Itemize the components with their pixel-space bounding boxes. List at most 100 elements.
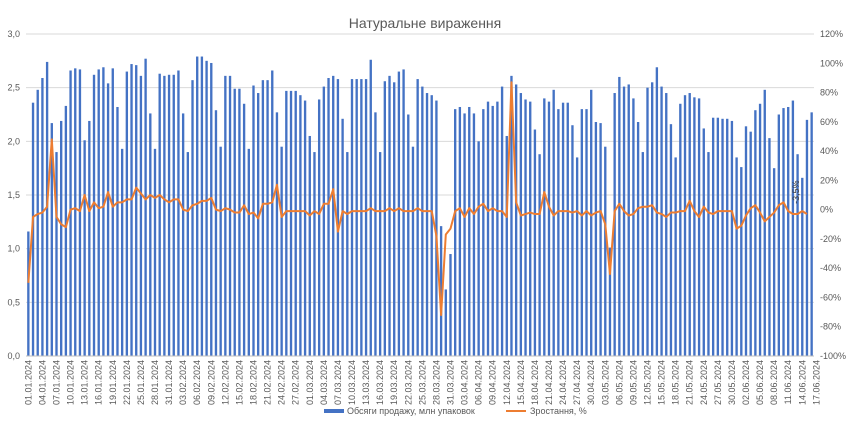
bar bbox=[529, 101, 532, 357]
x-tick-label: 16.01.2024 bbox=[94, 360, 104, 405]
bar bbox=[116, 106, 119, 357]
bar bbox=[796, 154, 799, 356]
left-tick-label: 1,0 bbox=[7, 244, 20, 254]
x-tick-label: 15.02.2024 bbox=[234, 360, 244, 405]
bar bbox=[294, 90, 297, 356]
bar bbox=[716, 117, 720, 356]
bar bbox=[571, 125, 574, 356]
bar bbox=[594, 122, 598, 356]
bar bbox=[707, 152, 710, 356]
bar bbox=[350, 79, 354, 356]
gridlines bbox=[26, 33, 814, 357]
left-tick-label: 2,5 bbox=[7, 83, 20, 93]
right-tick-label: 60% bbox=[820, 117, 838, 127]
bar bbox=[524, 99, 527, 356]
bar bbox=[651, 82, 654, 357]
x-tick-label: 13.01.2024 bbox=[80, 360, 90, 405]
bar bbox=[693, 97, 696, 356]
bar bbox=[477, 141, 480, 356]
bar bbox=[158, 73, 161, 357]
bar bbox=[261, 80, 265, 357]
bar bbox=[97, 69, 100, 357]
bar bbox=[646, 87, 649, 357]
bar bbox=[514, 84, 518, 356]
bar bbox=[163, 75, 166, 357]
right-tick-label: -20% bbox=[820, 234, 841, 244]
growth-annotation: -3,5% bbox=[791, 180, 801, 204]
bar bbox=[768, 138, 771, 356]
x-tick-label: 27.02.2024 bbox=[291, 360, 301, 405]
bar bbox=[60, 120, 63, 356]
x-tick-label: 15.05.2024 bbox=[657, 360, 667, 405]
bar bbox=[205, 60, 208, 356]
bar bbox=[533, 129, 537, 356]
legend-bar-label: Обсяги продажу, млн упаковок bbox=[347, 406, 475, 416]
right-tick-label: 80% bbox=[820, 88, 838, 98]
bar bbox=[332, 75, 335, 357]
bar bbox=[78, 69, 82, 357]
x-tick-label: 05.06.2024 bbox=[755, 360, 765, 405]
bar bbox=[341, 118, 344, 356]
bar bbox=[64, 105, 68, 356]
bar bbox=[791, 100, 795, 356]
x-tick-label: 24.04.2024 bbox=[558, 360, 568, 405]
bar bbox=[754, 110, 757, 357]
x-tick-label: 04.01.2024 bbox=[37, 360, 47, 405]
bar bbox=[27, 231, 30, 356]
bar bbox=[810, 112, 813, 356]
bar bbox=[416, 79, 419, 356]
bar bbox=[111, 68, 114, 356]
bar bbox=[618, 76, 621, 357]
growth-line bbox=[27, 81, 808, 317]
bar bbox=[552, 89, 555, 356]
bar bbox=[102, 67, 105, 357]
left-tick-label: 1,5 bbox=[7, 190, 20, 200]
bar bbox=[519, 93, 523, 356]
bar bbox=[674, 157, 677, 356]
bar bbox=[777, 114, 780, 356]
bar bbox=[322, 86, 326, 356]
bar bbox=[458, 106, 462, 357]
bar bbox=[186, 152, 189, 356]
bar bbox=[299, 95, 302, 357]
bar bbox=[561, 102, 565, 356]
bar bbox=[665, 93, 668, 356]
x-tick-label: 25.01.2024 bbox=[136, 360, 146, 405]
bar bbox=[482, 109, 485, 356]
bar bbox=[421, 86, 424, 356]
bar bbox=[144, 58, 147, 356]
bar bbox=[224, 75, 227, 357]
bar bbox=[463, 113, 466, 357]
bar bbox=[557, 109, 560, 356]
bar bbox=[486, 101, 490, 357]
bar bbox=[172, 74, 175, 356]
bar bbox=[36, 89, 39, 356]
bar bbox=[135, 65, 138, 356]
bar bbox=[45, 61, 49, 356]
bar bbox=[772, 168, 776, 356]
x-tick-label: 15.04.2024 bbox=[516, 360, 526, 405]
bar bbox=[575, 157, 579, 356]
x-tick-label: 02.06.2024 bbox=[741, 360, 751, 405]
bar bbox=[622, 86, 626, 356]
x-tick-label: 12.04.2024 bbox=[502, 360, 512, 405]
bar bbox=[688, 93, 691, 356]
bar bbox=[191, 80, 194, 357]
bar bbox=[271, 70, 274, 357]
left-axis: 0,0 0,5 1,0 1,5 2,0 2,5 3,0 bbox=[7, 29, 20, 361]
bar bbox=[181, 113, 185, 357]
bar bbox=[435, 100, 438, 356]
bar bbox=[604, 146, 607, 356]
bar bbox=[711, 117, 715, 356]
bar bbox=[496, 101, 499, 357]
bar bbox=[149, 113, 152, 357]
x-tick-label: 19.01.2024 bbox=[108, 360, 118, 405]
right-tick-label: -60% bbox=[820, 292, 841, 302]
x-tick-label: 03.04.2024 bbox=[460, 360, 470, 405]
bar bbox=[125, 71, 129, 356]
x-tick-label: 03.05.2024 bbox=[600, 360, 610, 405]
bar bbox=[383, 81, 386, 356]
x-tick-label: 16.03.2024 bbox=[375, 360, 385, 405]
bar bbox=[167, 74, 171, 356]
bar bbox=[763, 89, 766, 356]
